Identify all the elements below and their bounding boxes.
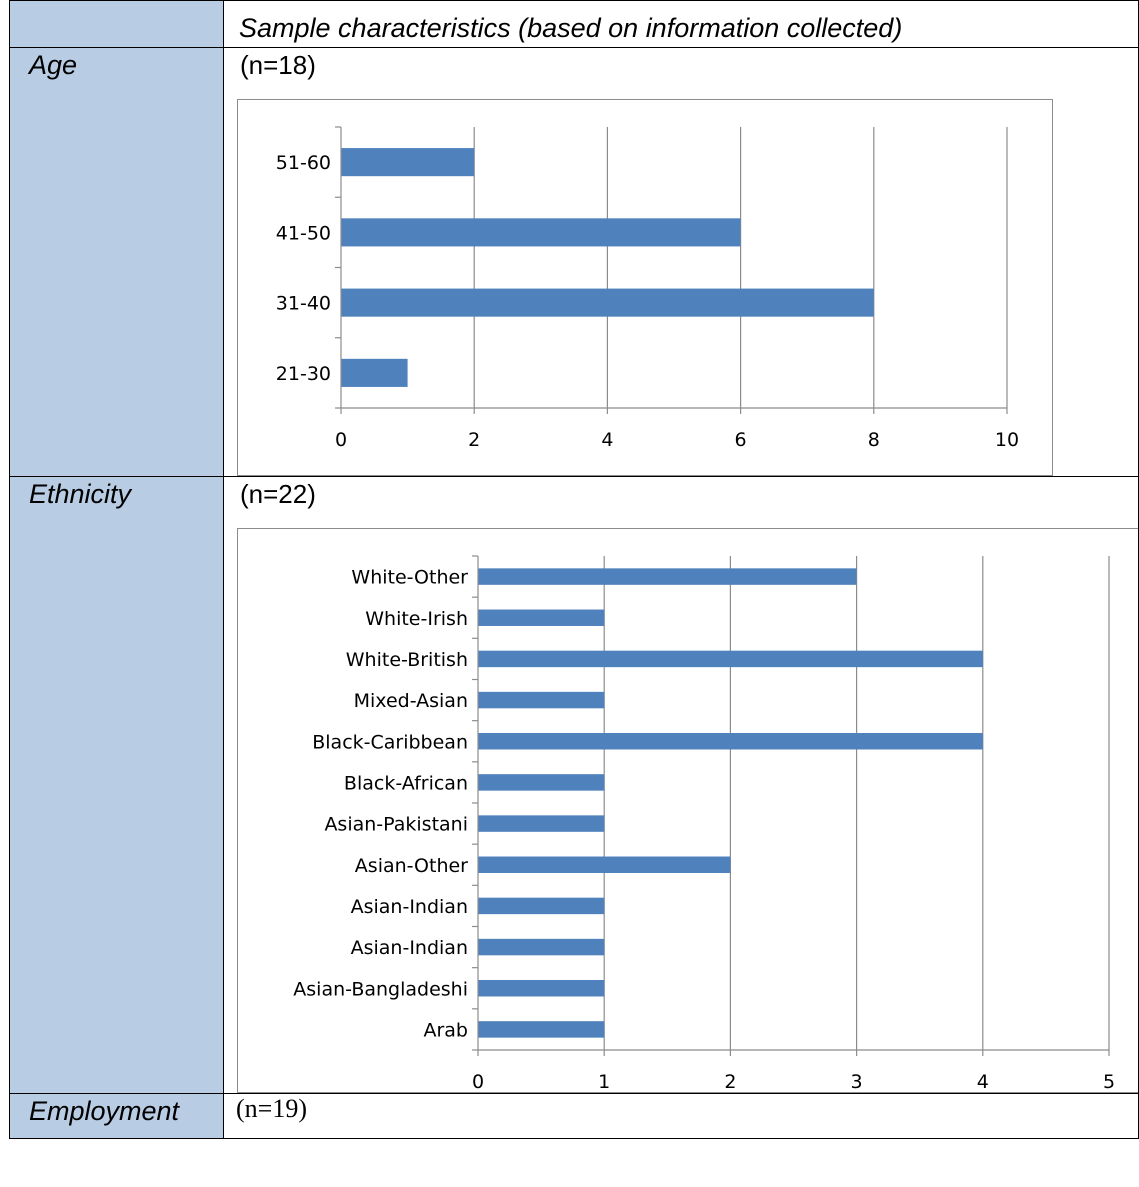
- ethnicity-n-count: (n=22): [240, 479, 316, 509]
- bar-10: [478, 609, 605, 626]
- employment-n-count: (n=19): [236, 1094, 307, 1124]
- x-tick-label-3: 6: [735, 429, 747, 451]
- category-label-6: Black-African: [344, 772, 468, 794]
- x-tick-label-5: 10: [995, 429, 1019, 451]
- category-label-1: 31-40: [276, 293, 331, 315]
- header-title-cell: Sample characteristics (based on informa…: [223, 0, 1139, 48]
- x-tick-label-4: 8: [868, 429, 880, 451]
- x-tick-label-0: 0: [472, 1071, 484, 1092]
- bar-3: [341, 148, 475, 177]
- bar-4: [478, 856, 731, 873]
- row-content-cell-employment: (n=19): [223, 1093, 1139, 1139]
- bar-9: [478, 650, 983, 668]
- category-label-5: Asian-Pakistani: [324, 814, 468, 836]
- category-label-10: White-Irish: [365, 608, 468, 630]
- row-label-age: Age: [29, 50, 78, 80]
- category-label-1: Asian-Bangladeshi: [293, 978, 468, 1000]
- bar-7: [478, 733, 983, 750]
- category-label-8: Mixed-Asian: [354, 690, 468, 712]
- category-label-0: Arab: [423, 1019, 468, 1041]
- x-tick-label-1: 2: [468, 429, 480, 451]
- x-tick-label-2: 2: [724, 1071, 736, 1092]
- category-label-4: Asian-Other: [355, 855, 468, 877]
- x-tick-label-4: 4: [977, 1071, 989, 1092]
- row-label-ethnicity: Ethnicity: [29, 479, 132, 509]
- category-label-3: Asian-Indian: [351, 896, 468, 918]
- category-label-3: 51-60: [276, 152, 331, 174]
- bar-2: [341, 218, 741, 247]
- bar-2: [478, 938, 605, 956]
- bar-1: [341, 288, 874, 317]
- chart-svg-1: Arab Asian-Bangladeshi Asian-Indian Asian-I…: [293, 555, 1115, 1092]
- bar-0: [341, 358, 408, 387]
- bar-5: [478, 815, 605, 832]
- chart-svg-0: 21-30 31-40 41-50 51-60 0 2 4 6 8 10: [276, 126, 1019, 451]
- ethnicity-chart: Arab Asian-Bangladeshi Asian-Indian Asian-I…: [237, 528, 1138, 1093]
- x-tick-label-3: 3: [851, 1071, 863, 1092]
- row-label-cell-age: Age: [9, 47, 224, 477]
- row-label-employment: Employment: [29, 1096, 180, 1126]
- category-label-11: White-Other: [351, 567, 468, 589]
- category-label-0: 21-30: [276, 363, 331, 385]
- x-tick-label-5: 5: [1103, 1071, 1115, 1092]
- row-content-cell-ethnicity: (n=22) Arab Asian-Bangladeshi Asian-Indian…: [223, 476, 1139, 1094]
- category-label-7: Black-Caribbean: [312, 731, 468, 753]
- bar-3: [478, 897, 605, 915]
- bar-8: [478, 691, 605, 709]
- x-tick-label-2: 4: [601, 429, 613, 451]
- row-content-cell-age: (n=18) 21-30 31-40 41-50 51-60 0 2 4 6 8 10: [223, 47, 1139, 477]
- x-tick-label-0: 0: [335, 429, 347, 451]
- sample-characteristics-table: Sample characteristics (based on informa…: [9, 0, 1139, 1139]
- bar-11: [478, 568, 857, 585]
- row-label-cell-ethnicity: Ethnicity: [9, 476, 224, 1094]
- category-label-2: 41-50: [276, 222, 331, 244]
- bar-6: [478, 774, 605, 791]
- category-label-2: Asian-Indian: [351, 937, 468, 959]
- row-label-cell-employment: Employment: [9, 1093, 224, 1139]
- age-n-count: (n=18): [240, 50, 316, 80]
- age-chart: 21-30 31-40 41-50 51-60 0 2 4 6 8 10: [237, 99, 1053, 476]
- bar-1: [478, 980, 605, 997]
- header-label-cell: [9, 0, 224, 48]
- table-title: Sample characteristics (based on informa…: [239, 13, 903, 43]
- bar-0: [478, 1021, 605, 1038]
- x-tick-label-1: 1: [598, 1071, 610, 1092]
- category-label-9: White-British: [346, 649, 468, 671]
